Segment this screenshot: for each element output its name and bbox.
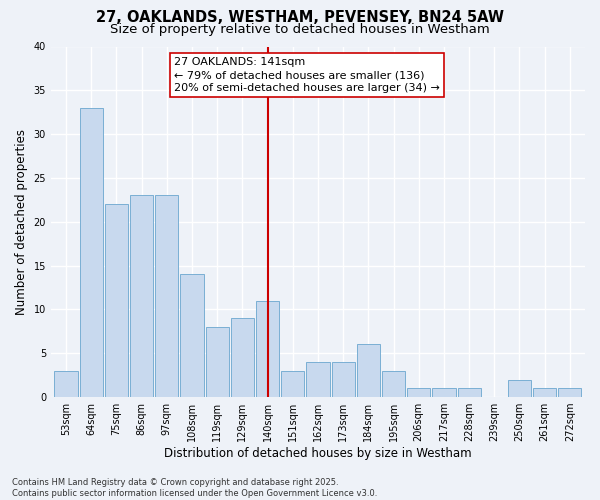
Bar xyxy=(458,388,481,397)
Text: Contains HM Land Registry data © Crown copyright and database right 2025.
Contai: Contains HM Land Registry data © Crown c… xyxy=(12,478,377,498)
Bar xyxy=(206,327,229,397)
Bar xyxy=(357,344,380,397)
Text: 27, OAKLANDS, WESTHAM, PEVENSEY, BN24 5AW: 27, OAKLANDS, WESTHAM, PEVENSEY, BN24 5A… xyxy=(96,10,504,25)
Bar xyxy=(558,388,581,397)
Bar xyxy=(130,196,153,397)
Bar xyxy=(332,362,355,397)
Bar xyxy=(433,388,455,397)
Bar xyxy=(533,388,556,397)
Bar xyxy=(256,300,279,397)
Text: 27 OAKLANDS: 141sqm
← 79% of detached houses are smaller (136)
20% of semi-detac: 27 OAKLANDS: 141sqm ← 79% of detached ho… xyxy=(175,57,440,94)
Bar xyxy=(55,371,77,397)
Bar xyxy=(80,108,103,397)
Bar xyxy=(105,204,128,397)
Bar xyxy=(407,388,430,397)
Bar xyxy=(155,196,178,397)
Bar xyxy=(281,371,304,397)
X-axis label: Distribution of detached houses by size in Westham: Distribution of detached houses by size … xyxy=(164,447,472,460)
Bar xyxy=(181,274,203,397)
Bar xyxy=(231,318,254,397)
Bar xyxy=(508,380,531,397)
Text: Size of property relative to detached houses in Westham: Size of property relative to detached ho… xyxy=(110,22,490,36)
Bar xyxy=(307,362,329,397)
Bar xyxy=(382,371,405,397)
Y-axis label: Number of detached properties: Number of detached properties xyxy=(15,129,28,315)
